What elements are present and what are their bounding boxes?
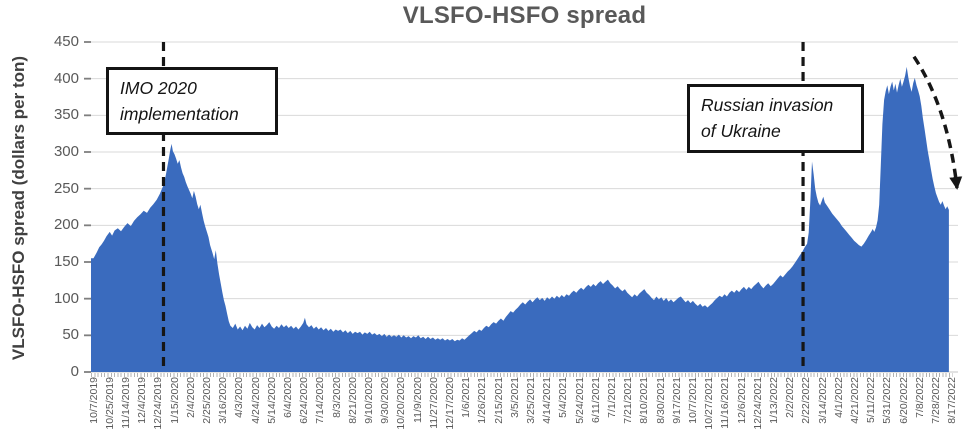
annotation-russian-invasion: Russian invasion of Ukraine [687,84,864,153]
event-lines [161,42,805,372]
annotation-russia-line1: Russian invasion [701,95,834,115]
trend-arrow-line [912,55,963,190]
y-tick-label: 250 [53,179,79,197]
annotation-imo-line1: IMO 2020 [120,78,197,98]
x-axis-tick-marks [91,373,953,377]
chart-title: VLSFO-HSFO spread [402,2,647,29]
y-tick-label: 100 [53,289,79,307]
trend-arrow [912,55,963,190]
y-tick-label: 0 [70,363,79,380]
y-tick-label: 50 [62,326,79,344]
y-tick-label: 400 [53,69,79,87]
y-tick-label: 200 [53,216,79,234]
y-tick-label: 150 [53,253,79,270]
y-tick-label: 450 [53,33,79,50]
annotation-russia-line2: of Ukraine [701,121,781,141]
y-tick-label: 350 [53,106,79,124]
annotation-imo-line2: implementation [120,104,239,124]
y-axis-tick-marks [84,41,91,373]
area-series [91,66,949,373]
annotation-imo-2020: IMO 2020 implementation [106,67,278,135]
y-tick-label: 300 [53,143,79,160]
area-series-shape [91,66,949,373]
